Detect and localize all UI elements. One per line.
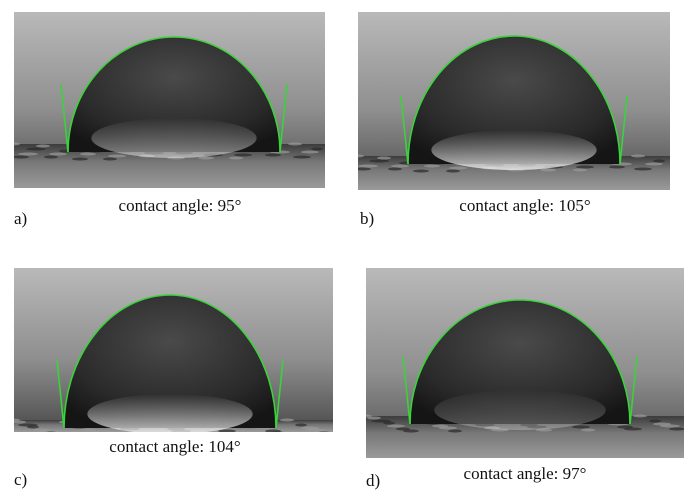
reflection (431, 130, 596, 170)
texture (84, 431, 102, 434)
texture (12, 421, 26, 424)
texture (660, 425, 680, 428)
panel-label: a) (14, 209, 27, 228)
texture (377, 157, 391, 160)
texture (413, 170, 429, 173)
photo (352, 12, 670, 190)
texture (288, 143, 302, 146)
texture (388, 168, 402, 171)
texture (295, 424, 307, 427)
texture (369, 160, 389, 163)
texture (609, 166, 625, 169)
texture (269, 432, 287, 435)
texture (645, 163, 663, 166)
texture (446, 170, 460, 173)
texture (48, 434, 64, 437)
caption: contact angle: 104° (109, 437, 240, 456)
texture (439, 427, 457, 430)
texture (305, 429, 325, 432)
photo (8, 268, 333, 437)
texture (653, 160, 665, 163)
panel-label: c) (14, 470, 27, 489)
texture (229, 157, 243, 160)
texture (634, 168, 652, 171)
texture (316, 432, 332, 435)
texture (33, 429, 51, 432)
texture (355, 168, 371, 171)
texture (631, 155, 645, 158)
texture (581, 429, 595, 432)
panel: contact angle: 95° a) (8, 12, 325, 228)
texture (265, 154, 281, 157)
photo (8, 12, 325, 188)
texture (649, 420, 661, 423)
panel: contact angle: 105° b) (352, 12, 670, 228)
texture (26, 148, 46, 151)
texture (352, 155, 364, 158)
texture (576, 166, 594, 169)
texture (36, 145, 50, 148)
texture (448, 430, 462, 433)
texture (624, 428, 642, 431)
photo (360, 268, 685, 458)
texture (44, 432, 58, 435)
texture (108, 155, 126, 158)
texture (387, 425, 405, 428)
texture (280, 419, 294, 422)
texture (424, 165, 440, 168)
panel: contact angle: 97° d) (360, 268, 685, 490)
texture (633, 415, 647, 418)
texture (311, 148, 323, 151)
texture (135, 433, 153, 436)
texture (391, 165, 409, 168)
texture (218, 430, 236, 433)
caption: contact angle: 105° (459, 196, 590, 215)
texture (18, 153, 38, 156)
texture (265, 430, 281, 433)
texture (80, 153, 96, 156)
texture (669, 428, 685, 431)
texture (49, 153, 67, 156)
texture (44, 156, 58, 159)
panel: contact angle: 104° c) (8, 268, 333, 489)
figure: contact angle: 95° a) contact angle: 105° b… (0, 0, 689, 493)
texture (103, 158, 117, 161)
texture (234, 154, 252, 157)
texture (27, 426, 39, 429)
texture (573, 169, 587, 172)
reflection (87, 394, 252, 434)
texture (383, 422, 395, 425)
reflection (434, 390, 606, 430)
texture (8, 143, 20, 146)
texture (403, 430, 419, 433)
texture (367, 417, 381, 420)
texture (540, 169, 556, 172)
caption: contact angle: 97° (464, 464, 587, 483)
reflection (91, 118, 256, 158)
panel-label: b) (360, 209, 374, 228)
caption: contact angle: 95° (119, 196, 242, 215)
panel-label: d) (366, 471, 380, 490)
texture (572, 426, 590, 429)
texture (301, 151, 319, 154)
texture (358, 165, 378, 168)
texture (95, 434, 109, 437)
texture (449, 167, 467, 170)
texture (229, 433, 243, 436)
texture (182, 433, 198, 436)
texture (13, 156, 29, 159)
texture (72, 158, 88, 161)
texture (293, 156, 311, 159)
